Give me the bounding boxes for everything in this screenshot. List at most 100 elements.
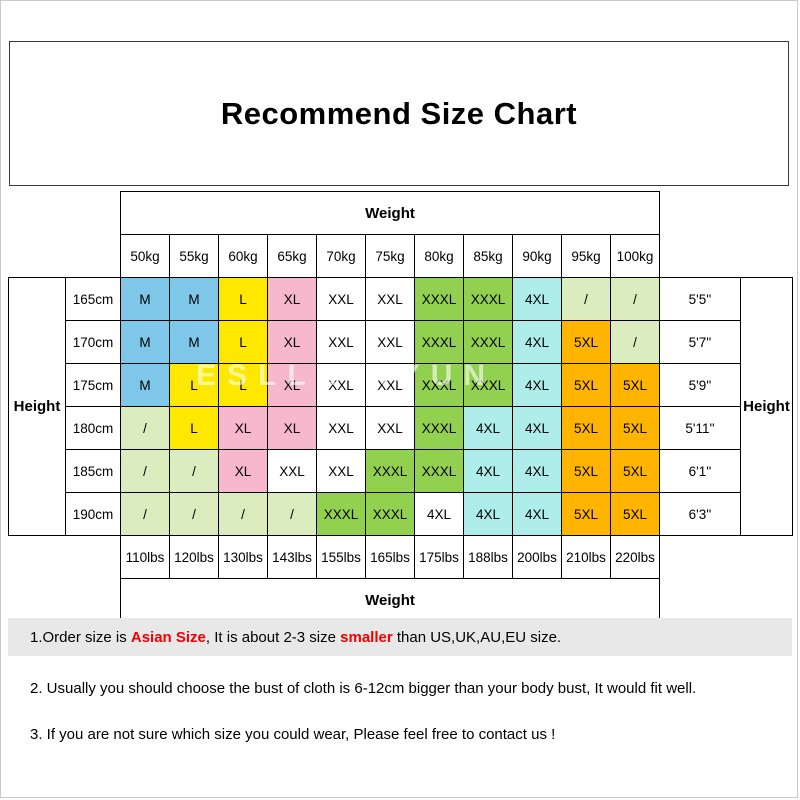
size-cell: 5XL [609, 406, 661, 450]
kg-column-header: 80kg [414, 234, 464, 278]
weight-header-bottom: Weight [119, 578, 661, 622]
size-cell: / [120, 492, 170, 536]
size-cell: M [120, 363, 170, 407]
size-cell: 5XL [609, 492, 661, 536]
size-cell: 4XL [512, 363, 562, 407]
size-cell: XXXL [316, 492, 366, 536]
size-cell: XXL [365, 363, 415, 407]
size-cell: L [218, 277, 268, 321]
weight-footer-row: Weight [8, 578, 793, 622]
size-cell: XXL [365, 406, 415, 450]
kg-column-header: 55kg [169, 234, 219, 278]
corner-blank [8, 234, 121, 278]
size-cell: XXXL [365, 449, 415, 493]
size-cell: XXL [316, 320, 366, 364]
weight-header-row: Weight [8, 191, 793, 235]
size-cell: XXXL [414, 363, 464, 407]
note-highlight-text: Asian Size [130, 628, 206, 646]
size-cell: XL [218, 406, 268, 450]
height-cm-label: 190cm [65, 492, 121, 536]
lbs-column-header: 120lbs [169, 535, 219, 579]
note-order-size: 1.Order size is Asian Size, It is about … [8, 618, 792, 656]
kg-column-header: 85kg [463, 234, 513, 278]
corner-blank [8, 578, 121, 622]
size-cell: XXL [365, 277, 415, 321]
size-cell: / [169, 449, 219, 493]
size-cell: XL [267, 320, 317, 364]
corner-blank [659, 191, 793, 235]
size-cell: / [218, 492, 268, 536]
height-ft-label: 6'1'' [659, 449, 742, 493]
size-cell: / [561, 277, 611, 321]
size-cell: XXXL [414, 277, 464, 321]
size-cell: XXL [316, 277, 366, 321]
kg-column-header: 75kg [365, 234, 415, 278]
size-cell: XXXL [463, 363, 513, 407]
lbs-column-header: 210lbs [561, 535, 611, 579]
size-cell: 5XL [561, 449, 611, 493]
size-cell: 4XL [512, 406, 562, 450]
size-cell: M [169, 320, 219, 364]
size-cell: 4XL [463, 449, 513, 493]
lbs-column-header: 188lbs [463, 535, 513, 579]
size-cell: XXXL [414, 320, 464, 364]
height-cm-label: 185cm [65, 449, 121, 493]
size-cell: 5XL [561, 492, 611, 536]
size-cell: XXL [316, 406, 366, 450]
kg-column-header: 90kg [512, 234, 562, 278]
size-cell: 4XL [512, 492, 562, 536]
lbs-column-header: 220lbs [609, 535, 661, 579]
lbs-header-row: 110lbs 120lbs 130lbs 143lbs 155lbs 165lbs 175l… [8, 535, 793, 579]
size-cell: XXXL [463, 277, 513, 321]
size-cell: / [169, 492, 219, 536]
height-ft-label: 6'3'' [659, 492, 742, 536]
lbs-column-header: 110lbs [120, 535, 170, 579]
kg-column-header: 60kg [218, 234, 268, 278]
size-cell: / [267, 492, 317, 536]
size-cell: 4XL [414, 492, 464, 536]
note-contact-us: 3. If you are not sure which size you co… [8, 717, 792, 751]
size-chart: Weight 50kg 55kg 60kg 65kg 70kg 75kg 80kg 85kg 90… [8, 191, 794, 622]
size-cell: L [169, 406, 219, 450]
size-cell: / [609, 320, 661, 364]
note-highlight-text: smaller [340, 628, 393, 646]
size-cell: 5XL [561, 363, 611, 407]
size-cell: XXXL [414, 449, 464, 493]
corner-blank [659, 234, 793, 278]
corner-blank [659, 535, 793, 579]
weight-header-top: Weight [119, 191, 661, 235]
corner-blank [659, 578, 793, 622]
size-cell: L [218, 363, 268, 407]
height-cm-label: 180cm [65, 406, 121, 450]
size-cell: M [120, 277, 170, 321]
corner-blank [8, 535, 121, 579]
size-cell: M [120, 320, 170, 364]
size-row: 190cm / / / / XXXL XXXL 4XL 4XL 4XL 5XL 5XL 6'3'' [9, 492, 793, 536]
lbs-column-header: 143lbs [267, 535, 317, 579]
lbs-column-header: 155lbs [316, 535, 366, 579]
size-cell: 5XL [609, 449, 661, 493]
size-cell: XXXL [414, 406, 464, 450]
size-cell: XXL [267, 449, 317, 493]
note-text: 1.Order size is [30, 628, 131, 646]
size-cell: 4XL [512, 277, 562, 321]
size-cell: XXL [316, 363, 366, 407]
kg-column-header: 70kg [316, 234, 366, 278]
lbs-column-header: 130lbs [218, 535, 268, 579]
size-cell: L [169, 363, 219, 407]
note-text: 2. Usually you should choose the bust of… [30, 679, 697, 697]
size-cell: 4XL [512, 449, 562, 493]
page-title: Recommend Size Chart [220, 95, 578, 131]
corner-blank [8, 191, 121, 235]
height-label-right: Height [740, 277, 794, 536]
height-ft-label: 5'9'' [659, 363, 742, 407]
size-cell: XL [267, 406, 317, 450]
size-cell: / [120, 449, 170, 493]
height-ft-label: 5'11'' [659, 406, 742, 450]
note-text: than US,UK,AU,EU size. [392, 628, 562, 646]
size-cell: 5XL [561, 320, 611, 364]
size-cell: XXXL [365, 492, 415, 536]
note-bust-advice: 2. Usually you should choose the bust of… [8, 673, 792, 703]
size-cell: / [120, 406, 170, 450]
